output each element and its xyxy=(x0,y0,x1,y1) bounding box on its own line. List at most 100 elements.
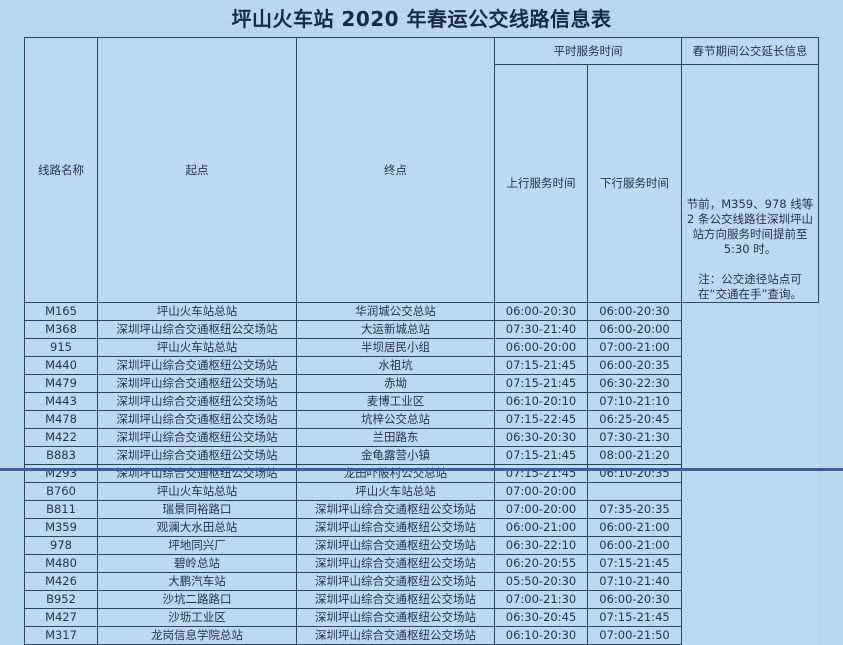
header-end: 终点 xyxy=(296,37,495,303)
cell-down: 07:10-21:40 xyxy=(587,572,682,591)
cell-end: 华润城公交总站 xyxy=(296,302,495,321)
cell-start: 碧岭总站 xyxy=(97,554,297,573)
cell-start: 深圳坪山综合交通枢纽公交场站 xyxy=(97,410,297,429)
cell-route: B811 xyxy=(24,500,98,519)
cell-up: 05:50-20:30 xyxy=(494,572,588,591)
cell-route: B883 xyxy=(24,446,98,465)
cell-route: M443 xyxy=(24,392,98,411)
table-row: M443 深圳坪山综合交通枢纽公交场站 麦博工业区 06:10-20:10 07:10-… xyxy=(24,392,819,411)
table-row: M478 深圳坪山综合交通枢纽公交场站 坑梓公交总站 07:15-22:45 06:25… xyxy=(24,410,819,429)
table-row: B952 沙坑二路路口 深圳坪山综合交通枢纽公交场站 07:00-21:30 06:00… xyxy=(24,590,819,609)
cell-down: 06:30-22:30 xyxy=(587,374,682,393)
cell-up: 07:00-20:00 xyxy=(494,482,588,501)
cell-up: 06:10-20:10 xyxy=(494,392,588,411)
cell-up: 07:30-21:40 xyxy=(494,320,588,339)
cell-route: M359 xyxy=(24,518,98,537)
cell-route: M440 xyxy=(24,356,98,375)
cell-route: B760 xyxy=(24,482,98,501)
cell-down: 06:00-20:30 xyxy=(587,302,682,321)
table-row: M422 深圳坪山综合交通枢纽公交场站 兰田路东 06:30-20:30 07:30-2… xyxy=(24,428,819,447)
cell-up: 07:00-20:00 xyxy=(494,500,588,519)
cell-end: 半坝居民小组 xyxy=(296,338,495,357)
cell-start: 沙坜工业区 xyxy=(97,608,297,627)
cell-end: 深圳坪山综合交通枢纽公交场站 xyxy=(296,590,495,609)
header-regular-service: 平时服务时间 xyxy=(494,37,682,65)
table-row: M359 观澜大水田总站 深圳坪山综合交通枢纽公交场站 06:00-21:00 06:0… xyxy=(24,518,819,537)
cell-up: 07:15-21:45 xyxy=(494,446,588,465)
cell-route: M317 xyxy=(24,626,98,645)
table-row: B811 瑞景同裕路口 深圳坪山综合交通枢纽公交场站 07:00-20:00 07:35… xyxy=(24,500,819,519)
cell-up: 06:00-21:00 xyxy=(494,518,588,537)
table-row: M479 深圳坪山综合交通枢纽公交场站 赤坳 07:15-21:45 06:30-22:… xyxy=(24,374,819,393)
cell-down: 07:00-21:00 xyxy=(587,338,682,357)
cell-end: 深圳坪山综合交通枢纽公交场站 xyxy=(296,554,495,573)
cell-up: 06:00-20:30 xyxy=(494,302,588,321)
cell-start: 深圳坪山综合交通枢纽公交场站 xyxy=(97,320,297,339)
cell-up: 06:30-20:30 xyxy=(494,428,588,447)
header-up-time: 上行服务时间 xyxy=(494,64,588,303)
cell-end: 麦博工业区 xyxy=(296,392,495,411)
table-row: 915 坪山火车站总站 半坝居民小组 06:00-20:00 07:00-21:00 xyxy=(24,338,819,357)
cell-start: 坪山火车站总站 xyxy=(97,338,297,357)
cell-start: 坪地同兴厂 xyxy=(97,536,297,555)
cell-end: 大运新城总站 xyxy=(296,320,495,339)
cell-down: 07:00-21:50 xyxy=(587,626,682,645)
festival-note: 节前，M359、978 线等 2 条公交线路往深圳坪山站方向服务时间提前至 5:… xyxy=(681,64,819,303)
cell-end: 水祖坑 xyxy=(296,356,495,375)
table-row: M440 深圳坪山综合交通枢纽公交场站 水祖坑 07:15-21:45 06:00-20… xyxy=(24,356,819,375)
table-row: M368 深圳坪山综合交通枢纽公交场站 大运新城总站 07:30-21:40 06:00… xyxy=(24,320,819,339)
cell-up: 06:30-20:45 xyxy=(494,608,588,627)
page-title: 坪山火车站 2020 年春运公交线路信息表 xyxy=(231,7,612,31)
table-row: B883 深圳坪山综合交通枢纽公交场站 金龟露营小镇 07:15-21:45 08:00… xyxy=(24,446,819,465)
cell-start: 坪山火车站总站 xyxy=(97,302,297,321)
cell-route: M422 xyxy=(24,428,98,447)
cell-down: 07:35-20:35 xyxy=(587,500,682,519)
cell-end: 深圳坪山综合交通枢纽公交场站 xyxy=(296,572,495,591)
bus-route-table: 线路名称 起点 终点 平时服务时间 春节期间公交延长信息 上行服务时间 下行服务… xyxy=(24,37,819,645)
cell-end: 赤坳 xyxy=(296,374,495,393)
cell-route: M478 xyxy=(24,410,98,429)
table-row: M165 坪山火车站总站 华润城公交总站 06:00-20:30 06:00-20:30 xyxy=(24,302,819,321)
cell-end: 深圳坪山综合交通枢纽公交场站 xyxy=(296,500,495,519)
cell-down xyxy=(587,482,682,501)
header-start: 起点 xyxy=(97,37,297,303)
cell-start: 深圳坪山综合交通枢纽公交场站 xyxy=(97,356,297,375)
cell-down: 07:15-21:45 xyxy=(587,608,682,627)
cell-route: M165 xyxy=(24,302,98,321)
cell-end: 坑梓公交总站 xyxy=(296,410,495,429)
cell-start: 龙岗信息学院总站 xyxy=(97,626,297,645)
cell-start: 深圳坪山综合交通枢纽公交场站 xyxy=(97,392,297,411)
cell-start: 深圳坪山综合交通枢纽公交场站 xyxy=(97,428,297,447)
cell-start: 沙坑二路路口 xyxy=(97,590,297,609)
cell-route: 978 xyxy=(24,536,98,555)
header-route: 线路名称 xyxy=(24,37,98,303)
cell-route: M479 xyxy=(24,374,98,393)
cell-start: 深圳坪山综合交通枢纽公交场站 xyxy=(97,374,297,393)
cell-end: 深圳坪山综合交通枢纽公交场站 xyxy=(296,626,495,645)
cell-route: M480 xyxy=(24,554,98,573)
table-row: B760 坪山火车站总站 坪山火车站总站 07:00-20:00 xyxy=(24,482,819,501)
table-row: 978 坪地同兴厂 深圳坪山综合交通枢纽公交场站 06:30-22:10 06:00-2… xyxy=(24,536,819,555)
cell-up: 06:10-20:30 xyxy=(494,626,588,645)
cell-up: 07:15-21:45 xyxy=(494,374,588,393)
header-festival-info: 春节期间公交延长信息 xyxy=(681,37,819,65)
table-row: M426 大鹏汽车站 深圳坪山综合交通枢纽公交场站 05:50-20:30 07:10-… xyxy=(24,572,819,591)
cell-end: 坪山火车站总站 xyxy=(296,482,495,501)
festival-note-text: 节前，M359、978 线等 2 条公交线路往深圳坪山站方向服务时间提前至 5:… xyxy=(686,197,814,256)
cell-route: M426 xyxy=(24,572,98,591)
cell-end: 金龟露营小镇 xyxy=(296,446,495,465)
cell-down: 07:15-21:45 xyxy=(587,554,682,573)
cell-down: 06:25-20:45 xyxy=(587,410,682,429)
cell-up: 07:15-22:45 xyxy=(494,410,588,429)
cell-up: 07:00-21:30 xyxy=(494,590,588,609)
cell-down: 06:00-20:30 xyxy=(587,590,682,609)
cell-end: 深圳坪山综合交通枢纽公交场站 xyxy=(296,536,495,555)
table-row: M427 沙坜工业区 深圳坪山综合交通枢纽公交场站 06:30-20:45 07:15-… xyxy=(24,608,819,627)
cell-start: 观澜大水田总站 xyxy=(97,518,297,537)
cell-up: 06:20-20:55 xyxy=(494,554,588,573)
table-row: M317 龙岗信息学院总站 深圳坪山综合交通枢纽公交场站 06:10-20:30 07:… xyxy=(24,626,819,645)
cell-start: 坪山火车站总站 xyxy=(97,482,297,501)
cell-end: 深圳坪山综合交通枢纽公交场站 xyxy=(296,608,495,627)
festival-note-remark: 注：公交途径站点可在“交通在手”查询。 xyxy=(698,272,802,301)
table-row: M480 碧岭总站 深圳坪山综合交通枢纽公交场站 06:20-20:55 07:15-2… xyxy=(24,554,819,573)
